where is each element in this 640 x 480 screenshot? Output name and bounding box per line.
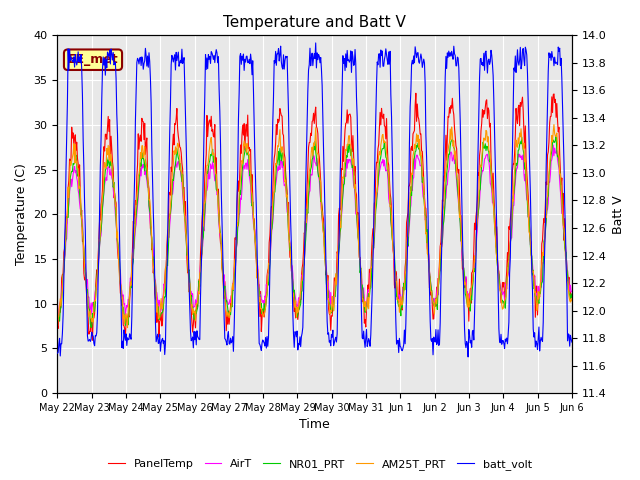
- PanelTemp: [196, 276, 204, 282]
- AM25T_PRT: [63, 216, 70, 222]
- PanelTemp: [88, 337, 96, 343]
- PanelTemp: [116, 290, 124, 296]
- NR01_PRT: [568, 295, 576, 300]
- NR01_PRT: [169, 176, 177, 182]
- batt_volt: [378, 53, 385, 59]
- Legend: PanelTemp, AirT, NR01_PRT, AM25T_PRT, batt_volt: PanelTemp, AirT, NR01_PRT, AM25T_PRT, ba…: [104, 455, 536, 474]
- Line: NR01_PRT: NR01_PRT: [58, 135, 572, 327]
- NR01_PRT: [54, 316, 61, 322]
- AM25T_PRT: [196, 270, 204, 276]
- NR01_PRT: [87, 324, 95, 330]
- AM25T_PRT: [393, 279, 401, 285]
- batt_volt: [568, 339, 576, 345]
- NR01_PRT: [63, 216, 70, 221]
- AirT: [169, 192, 177, 197]
- AirT: [393, 288, 401, 294]
- AM25T_PRT: [124, 325, 131, 331]
- PanelTemp: [393, 274, 401, 279]
- AirT: [549, 142, 557, 148]
- PanelTemp: [54, 323, 61, 328]
- AM25T_PRT: [378, 138, 385, 144]
- Line: batt_volt: batt_volt: [58, 43, 572, 357]
- Title: Temperature and Batt V: Temperature and Batt V: [223, 15, 406, 30]
- AirT: [63, 215, 71, 220]
- batt_volt: [168, 52, 176, 58]
- AirT: [116, 267, 124, 273]
- batt_volt: [393, 341, 401, 347]
- AM25T_PRT: [116, 277, 124, 283]
- NR01_PRT: [552, 132, 560, 138]
- NR01_PRT: [116, 279, 124, 285]
- NR01_PRT: [378, 148, 385, 154]
- batt_volt: [63, 136, 70, 142]
- batt_volt: [312, 40, 319, 46]
- batt_volt: [195, 336, 203, 342]
- batt_volt: [116, 239, 124, 245]
- PanelTemp: [63, 220, 70, 226]
- PanelTemp: [412, 90, 420, 96]
- batt_volt: [464, 354, 472, 360]
- Line: AM25T_PRT: AM25T_PRT: [58, 125, 572, 328]
- X-axis label: Time: Time: [300, 419, 330, 432]
- AM25T_PRT: [54, 324, 61, 330]
- Text: EE_met: EE_met: [68, 53, 118, 66]
- Y-axis label: Temperature (C): Temperature (C): [15, 163, 28, 265]
- AirT: [568, 288, 576, 294]
- batt_volt: [54, 350, 61, 356]
- NR01_PRT: [196, 284, 204, 289]
- AirT: [54, 317, 62, 323]
- AM25T_PRT: [169, 167, 177, 173]
- Y-axis label: Batt V: Batt V: [612, 195, 625, 234]
- AirT: [196, 274, 204, 279]
- NR01_PRT: [393, 294, 401, 300]
- Line: AirT: AirT: [58, 145, 572, 320]
- PanelTemp: [568, 291, 576, 297]
- Line: PanelTemp: PanelTemp: [58, 93, 572, 340]
- AirT: [378, 159, 385, 165]
- PanelTemp: [378, 106, 385, 111]
- AM25T_PRT: [568, 298, 576, 304]
- AirT: [54, 308, 61, 314]
- PanelTemp: [169, 143, 177, 149]
- AM25T_PRT: [550, 122, 558, 128]
